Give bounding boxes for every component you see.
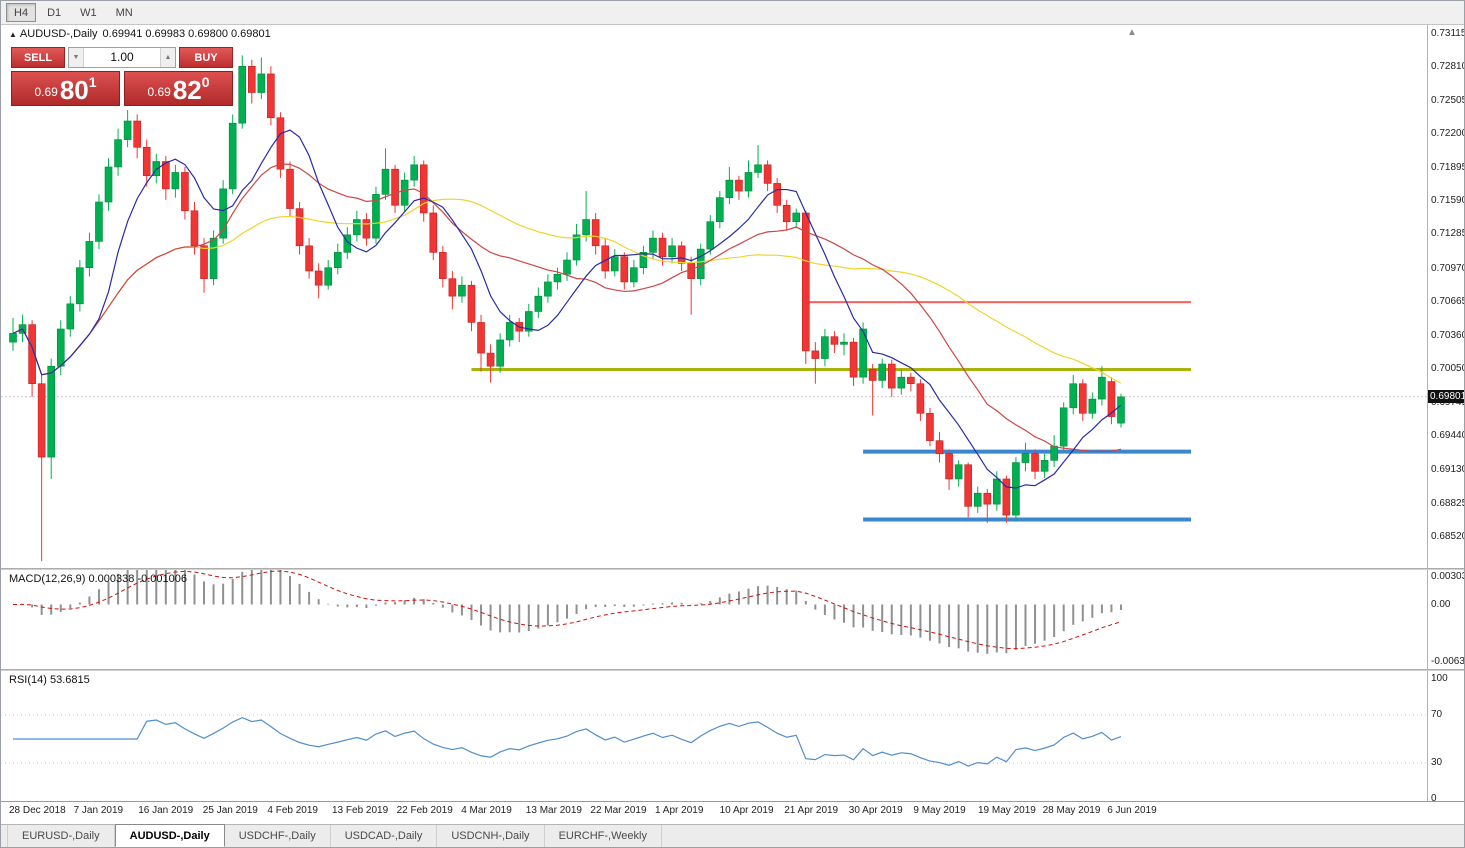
date-axis-label: 25 Jan 2019 <box>202 805 258 816</box>
macd-label: MACD(12,26,9) 0.000338 -0.001006 <box>9 573 187 585</box>
price-axis-label: 0.72200 <box>1431 128 1465 140</box>
rsi-value: 53.6815 <box>49 674 90 686</box>
macd-axis-label: 0.003035 <box>1431 570 1464 582</box>
date-axis-label: 30 Apr 2019 <box>848 805 903 816</box>
date-axis-label: 21 Apr 2019 <box>784 805 839 816</box>
volume-increase-button[interactable]: ▲ <box>160 48 175 67</box>
macd-axis-label: -0.006311 <box>1431 655 1465 667</box>
macd-signal-value: -0.001006 <box>137 573 187 585</box>
volume-input[interactable]: 1.00 <box>110 50 134 64</box>
price-axis-label: 0.72505 <box>1431 94 1465 106</box>
date-axis-label: 7 Jan 2019 <box>73 805 124 816</box>
chart-symbol-label: AUDUSD-,Daily <box>19 28 98 40</box>
buy-price-pip: 0 <box>201 74 210 90</box>
price-axis-label: 0.72810 <box>1431 61 1465 73</box>
buy-price-big: 82 <box>172 75 202 105</box>
date-axis-label: 13 Feb 2019 <box>332 805 389 816</box>
macd-main-value: 0.000338 <box>88 573 135 585</box>
one-click-trading-panel: SELL ▼ 1.00 ▲ BUY 0.69 80 1 0.69 82 0 <box>11 47 233 106</box>
sell-price-big: 80 <box>59 75 89 105</box>
chart-title: ▲ AUDUSD-,Daily 0.69941 0.69983 0.69800 0.… <box>9 28 271 40</box>
date-axis-label: 28 Dec 2018 <box>9 805 66 816</box>
date-axis-label: 10 Apr 2019 <box>719 805 774 816</box>
rsi-axis-label: 100 <box>1431 673 1448 684</box>
date-axis-label: 22 Feb 2019 <box>396 805 453 816</box>
date-axis-label: 22 Mar 2019 <box>590 805 647 816</box>
date-axis-label: 19 May 2019 <box>978 805 1036 816</box>
macd-name: MACD(12,26,9) <box>9 573 86 585</box>
rsi-name: RSI(14) <box>9 674 47 686</box>
sell-price-tile[interactable]: 0.69 80 1 <box>11 71 120 106</box>
chart-tab-eurusd[interactable]: EURUSD-,Daily <box>7 825 115 847</box>
rsi-label: RSI(14) 53.6815 <box>9 674 90 686</box>
price-axis-label: 0.70360 <box>1431 329 1465 341</box>
price-axis-label: 0.70665 <box>1431 296 1465 308</box>
chart-tab-usdcad[interactable]: USDCAD-,Daily <box>331 825 438 847</box>
price-axis-label: 0.68520 <box>1431 530 1465 542</box>
panel-separator-macd[interactable] <box>1 568 1464 570</box>
date-axis-label: 4 Mar 2019 <box>461 805 512 816</box>
current-price-tag: 0.69801 <box>1428 389 1465 403</box>
chart-tab-audusd[interactable]: AUDUSD-,Daily <box>114 824 225 847</box>
timeframe-toolbar: H4 D1 W1 MN <box>1 1 1464 25</box>
price-chart-canvas[interactable] <box>1 25 1465 568</box>
price-axis-label: 0.73115 <box>1431 27 1465 39</box>
price-axis-label: 0.69130 <box>1431 464 1465 476</box>
volume-box: ▼ 1.00 ▲ <box>68 47 176 68</box>
price-axis-label: 0.71285 <box>1431 228 1465 240</box>
rsi-axis-label: 0 <box>1431 793 1437 804</box>
timeframe-button-mn[interactable]: MN <box>115 6 133 19</box>
rsi-panel-canvas[interactable] <box>1 671 1465 801</box>
price-axis-label: 0.71590 <box>1431 194 1465 206</box>
chart-symbol-marker-icon: ▲ <box>9 30 17 39</box>
timeframe-button-w1[interactable]: W1 <box>80 6 97 19</box>
chart-tab-usdchf[interactable]: USDCHF-,Daily <box>225 825 331 847</box>
sell-button[interactable]: SELL <box>11 47 65 68</box>
date-axis-label: 9 May 2019 <box>913 805 966 816</box>
date-axis-label: 1 Apr 2019 <box>655 805 704 816</box>
chart-shift-marker-icon[interactable]: ▲ <box>1127 27 1137 38</box>
buy-price-prefix: 0.69 <box>147 85 171 99</box>
macd-panel-canvas[interactable] <box>1 570 1465 669</box>
date-axis-label: 16 Jan 2019 <box>138 805 194 816</box>
timeframe-button-d1[interactable]: D1 <box>47 6 62 19</box>
price-axis-label: 0.70970 <box>1431 262 1465 274</box>
price-axis-label: 0.69440 <box>1431 430 1465 442</box>
chart-tab-eurchf[interactable]: EURCHF-,Weekly <box>545 825 662 847</box>
buy-button[interactable]: BUY <box>179 47 233 68</box>
price-axis-label: 0.70050 <box>1431 363 1465 375</box>
sell-price-pip: 1 <box>88 74 97 90</box>
axis-divider <box>1427 25 1428 802</box>
price-axis-label: 0.68825 <box>1431 497 1465 509</box>
date-axis-label: 6 Jun 2019 <box>1107 805 1157 816</box>
macd-axis-label: 0.00 <box>1431 598 1451 610</box>
buy-price-tile[interactable]: 0.69 82 0 <box>124 71 233 106</box>
panel-separator-rsi[interactable] <box>1 669 1464 671</box>
chart-tab-usdcnh[interactable]: USDCNH-,Daily <box>437 825 545 847</box>
trade-panel-prices: 0.69 80 1 0.69 82 0 <box>11 71 233 106</box>
date-axis-label: 13 Mar 2019 <box>525 805 582 816</box>
volume-decrease-button[interactable]: ▼ <box>69 48 84 67</box>
rsi-axis-label: 30 <box>1431 757 1443 768</box>
sell-price-prefix: 0.69 <box>34 85 58 99</box>
chart-ohlc-values: 0.69941 0.69983 0.69800 0.69801 <box>102 28 271 40</box>
date-axis-label: 4 Feb 2019 <box>267 805 318 816</box>
chart-tab-bar: EURUSD-,Daily AUDUSD-,Daily USDCHF-,Daily U… <box>1 824 1464 847</box>
date-axis-separator <box>1 801 1464 802</box>
trade-panel-controls: SELL ▼ 1.00 ▲ BUY <box>11 47 233 68</box>
price-axis-label: 0.71895 <box>1431 161 1465 173</box>
date-axis-label: 28 May 2019 <box>1042 805 1101 816</box>
rsi-axis-label: 70 <box>1431 709 1443 720</box>
timeframe-button-h4[interactable]: H4 <box>6 3 37 22</box>
